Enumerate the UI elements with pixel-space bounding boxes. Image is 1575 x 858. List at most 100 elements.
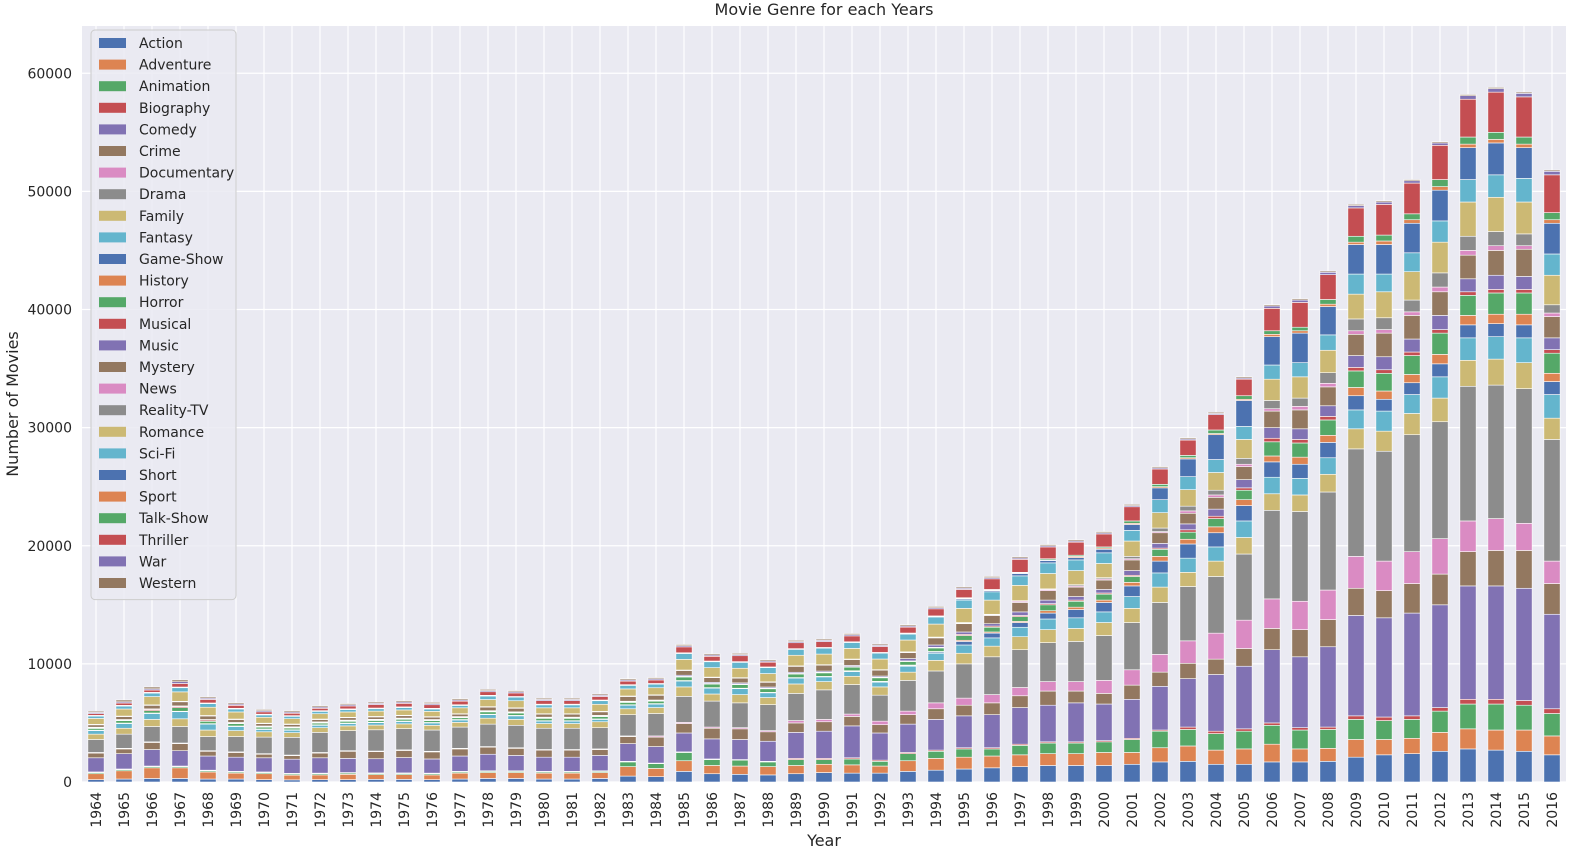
- bar-segment-drama: [199, 736, 217, 751]
- bar-segment-horror: [703, 683, 721, 688]
- bar-segment-thriller: [283, 712, 301, 716]
- bar-segment-sci-fi: [1095, 552, 1113, 564]
- bar-segment-crime: [787, 722, 805, 733]
- bar-segment-romance: [1487, 196, 1505, 232]
- bar-segment-reality-tv: [1319, 372, 1337, 384]
- bar-segment-horror: [1543, 352, 1561, 374]
- bar-segment-mystery: [423, 716, 441, 720]
- bar-segment-action: [283, 779, 301, 783]
- bar-segment-crime: [759, 731, 777, 742]
- bar-segment-mystery: [619, 696, 637, 702]
- bar-segment-comedy: [787, 732, 805, 759]
- bar-segment-thriller: [255, 711, 273, 715]
- legend-swatch: [99, 297, 126, 308]
- bar-segment-horror: [619, 702, 637, 706]
- bar-segment-romance: [1375, 291, 1393, 319]
- bar-segment-fantasy: [143, 713, 161, 720]
- x-tick-label: 1998: [1041, 792, 1057, 828]
- bar-segment-history: [1543, 372, 1561, 382]
- bar-segment-thriller: [143, 689, 161, 693]
- legend-label: Mystery: [139, 360, 195, 376]
- bar-segment-adventure: [451, 772, 469, 780]
- bar-segment-comedy: [339, 758, 357, 773]
- bar-segment-reality-tv: [1347, 318, 1365, 332]
- bar-segment-action: [1375, 754, 1393, 783]
- bar-segment-action: [619, 775, 637, 783]
- bar-segment-game-show: [1151, 560, 1169, 574]
- bar-segment-sport: [1347, 241, 1365, 245]
- bar-segment-comedy: [899, 723, 917, 753]
- bar-segment-music: [1291, 428, 1309, 440]
- bar-segment-family: [843, 675, 861, 685]
- bar-segment-comedy: [451, 755, 469, 772]
- bar-segment-crime: [675, 723, 693, 734]
- bar-segment-romance: [731, 667, 749, 678]
- bar-segment-music: [1263, 427, 1281, 439]
- bar-segment-action: [899, 771, 917, 783]
- bar-segment-crime: [1543, 583, 1561, 615]
- bar-segment-animation: [647, 763, 665, 769]
- bar-segment-thriller: [731, 655, 749, 662]
- bar-segment-thriller: [955, 589, 973, 599]
- bar-segment-horror: [1403, 355, 1421, 375]
- bar-segment-western: [591, 693, 609, 696]
- bar-segment-family: [983, 645, 1001, 658]
- bar-segment-thriller: [115, 702, 133, 706]
- bar-segment-comedy: [703, 738, 721, 760]
- bar-segment-drama: [423, 729, 441, 752]
- bar-segment-animation: [731, 759, 749, 767]
- bar-segment-animation: [1431, 710, 1449, 733]
- bar-segment-fantasy: [787, 677, 805, 685]
- bar-segment-comedy: [535, 756, 553, 772]
- x-tick-label: 2004: [1209, 792, 1225, 828]
- legend-swatch: [99, 210, 126, 221]
- bar-segment-short: [1151, 487, 1169, 500]
- bar-segment-music: [1403, 338, 1421, 353]
- bar-segment-thriller: [1179, 439, 1197, 456]
- bar-segment-fantasy: [1179, 557, 1197, 573]
- bar-segment-mystery: [1039, 590, 1057, 601]
- bar-segment-fantasy: [507, 715, 525, 720]
- bar-segment-mystery: [535, 713, 553, 718]
- bar-segment-comedy: [815, 730, 833, 759]
- bar-segment-family: [955, 652, 973, 665]
- x-tick-label: 1970: [257, 792, 273, 828]
- bar-segment-sci-fi: [1263, 364, 1281, 380]
- bar-segment-crime: [1291, 629, 1309, 658]
- bar-segment-mystery: [563, 713, 581, 718]
- bar-segment-short: [1123, 524, 1141, 531]
- bar-segment-western: [507, 690, 525, 693]
- bar-segment-action: [1179, 761, 1197, 783]
- bar-segment-short: [1375, 244, 1393, 275]
- legend-label: Documentary: [139, 166, 234, 182]
- bar-segment-animation: [1067, 742, 1085, 754]
- bar-segment-short: [1543, 222, 1561, 255]
- bar-segment-musical: [1179, 529, 1197, 533]
- bar-segment-family: [171, 718, 189, 727]
- bar-segment-thriller: [395, 703, 413, 708]
- bar-segment-drama: [1291, 511, 1309, 602]
- bar-segment-fantasy: [563, 720, 581, 724]
- x-tick-label: 1987: [733, 792, 749, 828]
- bar-segment-music: [1039, 599, 1057, 604]
- bar-segment-romance: [927, 623, 945, 638]
- bar-segment-sci-fi: [367, 708, 385, 712]
- x-tick-label: 2011: [1405, 792, 1421, 828]
- x-tick-label: 1976: [425, 792, 441, 828]
- x-tick-label: 1985: [677, 792, 693, 828]
- bar-segment-drama: [759, 704, 777, 731]
- bar-segment-fantasy: [199, 723, 217, 731]
- bar-segment-music: [1543, 337, 1561, 350]
- bar-segment-crime: [1319, 619, 1337, 648]
- bar-segment-action: [927, 769, 945, 783]
- bar-segment-war: [1291, 299, 1309, 303]
- bar-segment-family: [815, 681, 833, 691]
- bar-segment-animation: [1011, 745, 1029, 756]
- bar-segment-game-show: [1067, 609, 1085, 619]
- bar-segment-crime: [507, 748, 525, 756]
- bar-segment-adventure: [171, 767, 189, 779]
- bar-segment-horror: [815, 672, 833, 677]
- bar-segment-sci-fi: [927, 616, 945, 625]
- bar-segment-war: [1515, 93, 1533, 98]
- bar-segment-adventure: [1095, 752, 1113, 766]
